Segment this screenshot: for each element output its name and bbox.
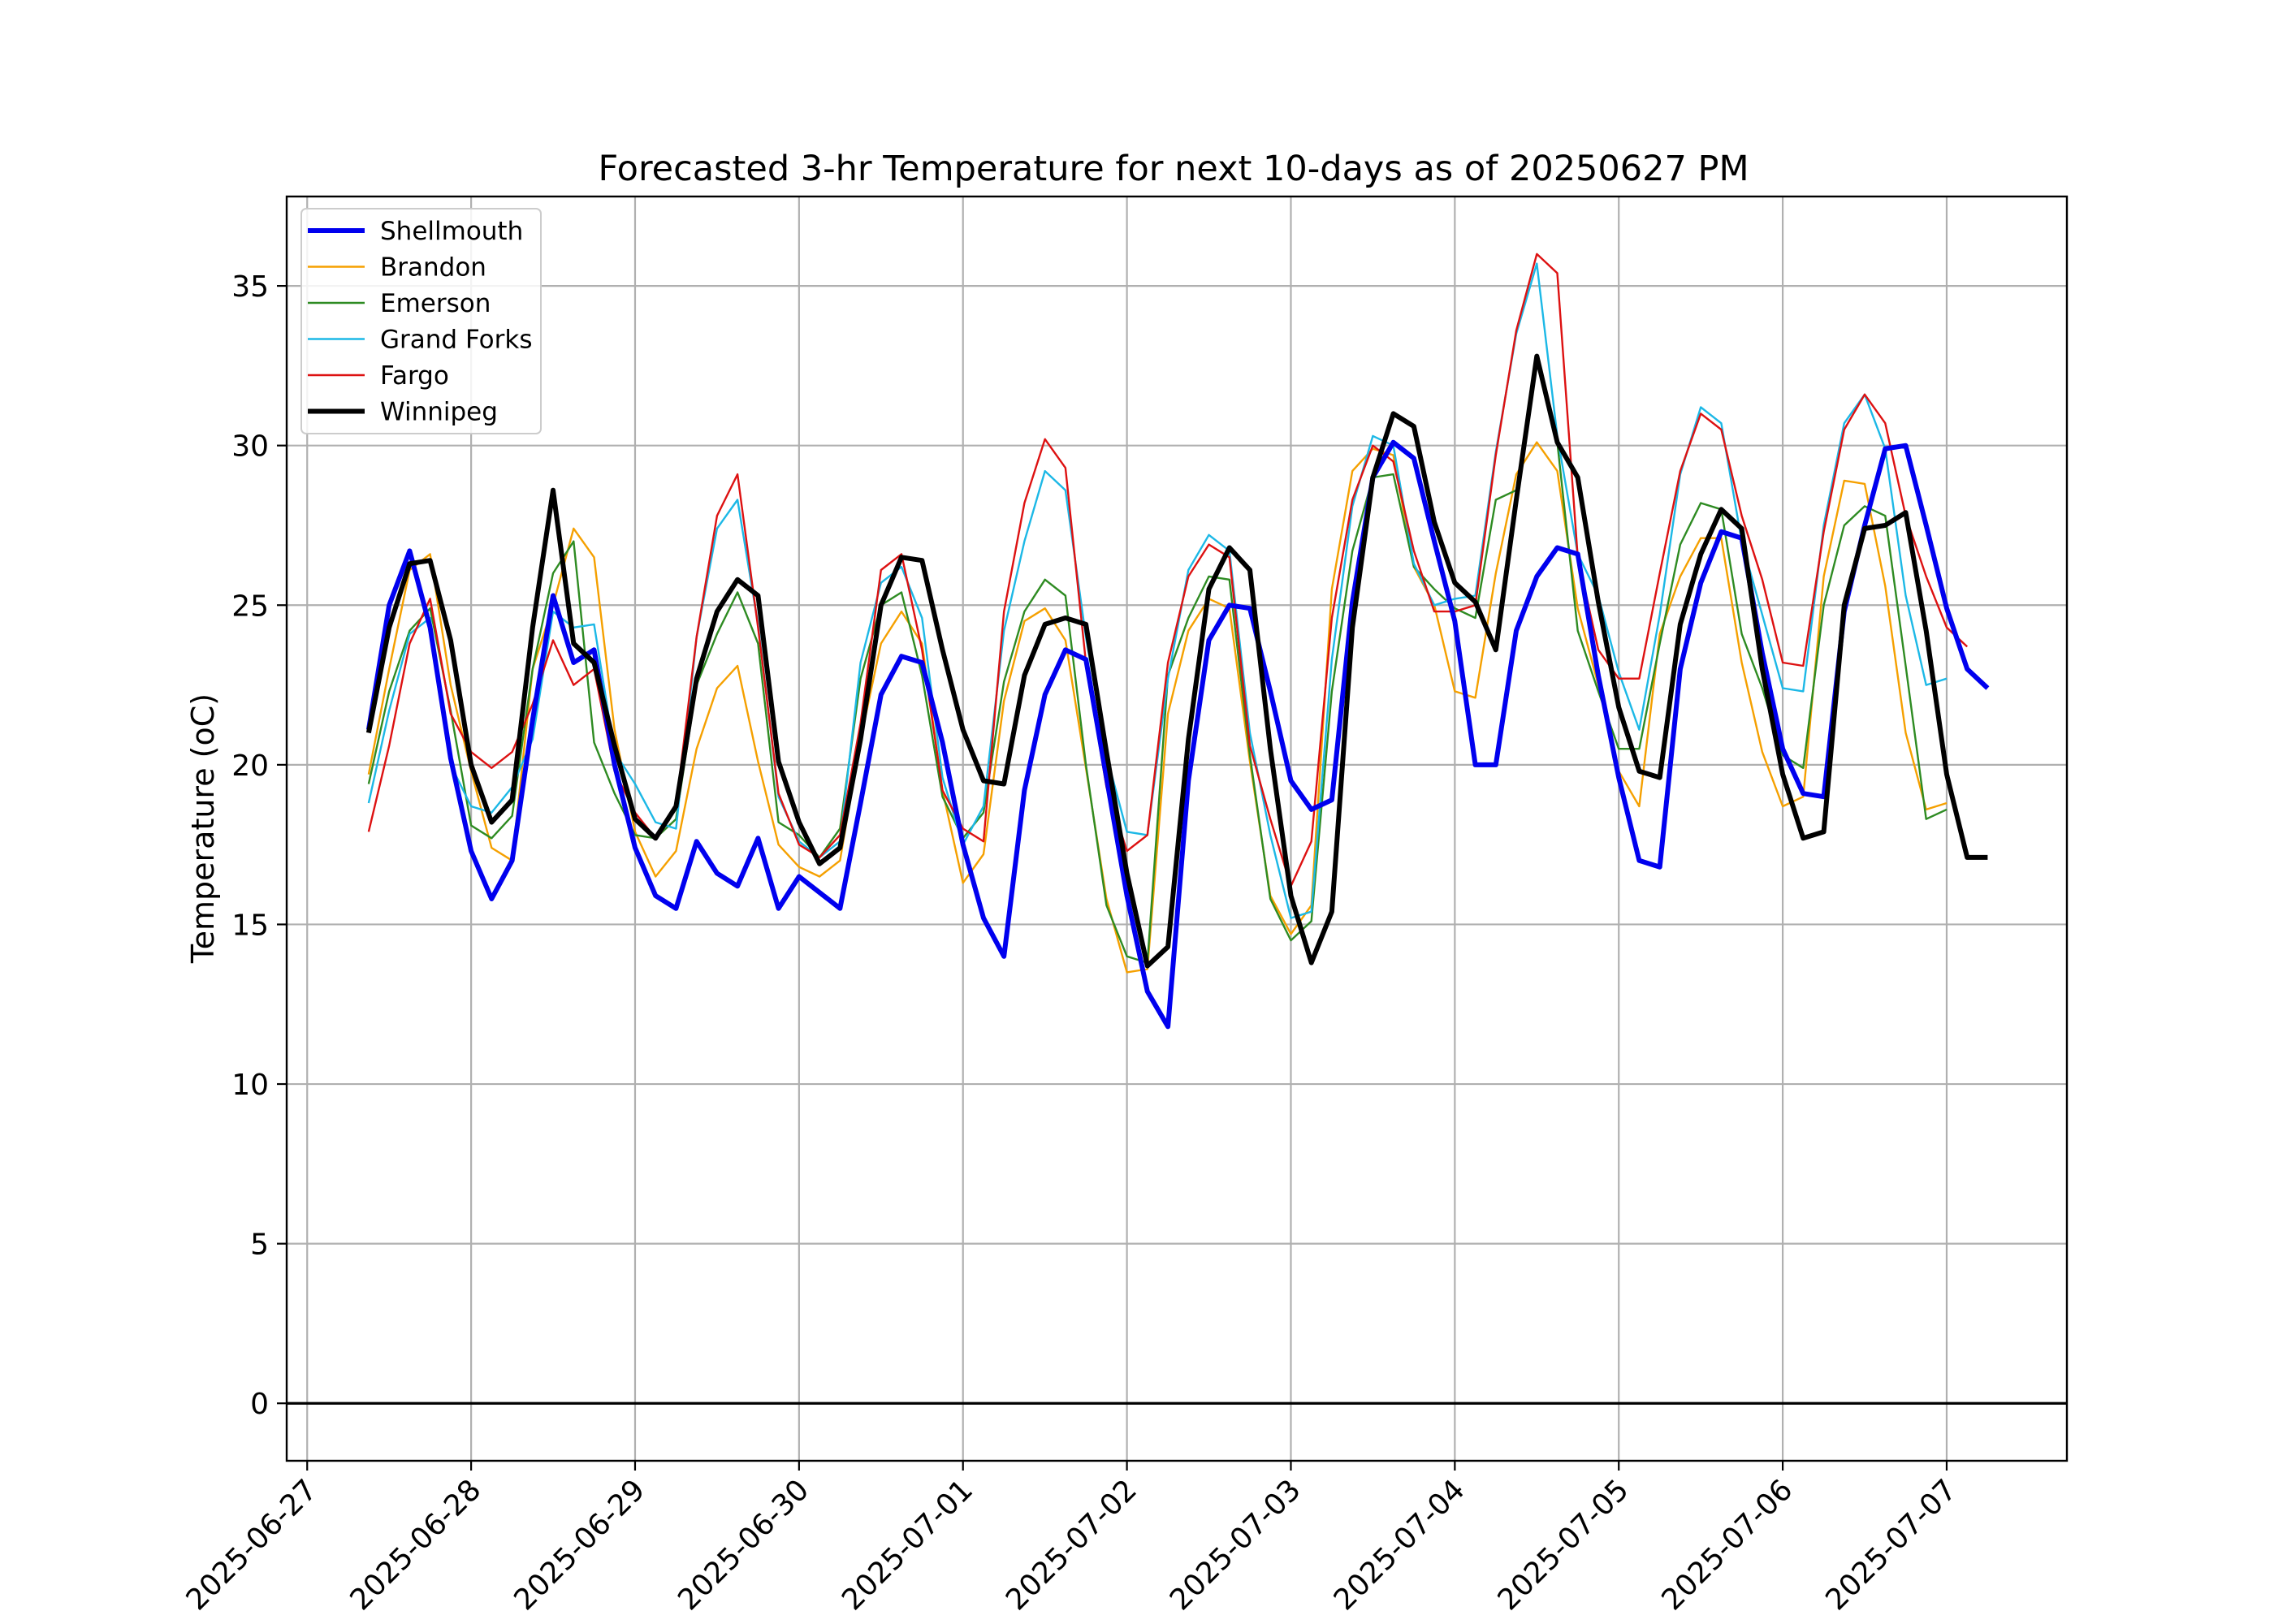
x-tick-label: 2025-07-06 (1656, 1473, 1800, 1617)
y-tick-label: 20 (231, 749, 269, 783)
legend-label: Fargo (380, 361, 449, 391)
series-line-emerson (367, 361, 1948, 964)
x-tick-label: 2025-06-29 (508, 1473, 651, 1617)
x-tick-label: 2025-06-30 (672, 1473, 815, 1617)
x-tick-label: 2025-06-28 (344, 1473, 488, 1617)
legend-label: Shellmouth (380, 217, 523, 246)
series-line-shellmouth (365, 439, 1990, 1030)
y-axis-label: Temperature (oC) (185, 693, 221, 964)
y-tick-label: 0 (250, 1388, 269, 1421)
legend-label: Emerson (380, 289, 491, 318)
y-tick-label: 35 (231, 270, 269, 304)
chart-title: Forecasted 3-hr Temperature for next 10-… (598, 149, 1749, 189)
y-tick-label: 15 (231, 909, 269, 942)
series-lines (365, 253, 1990, 1030)
x-tick-label: 2025-07-01 (836, 1473, 979, 1617)
x-tick-label: 2025-07-02 (1000, 1473, 1143, 1617)
y-tick-label: 5 (250, 1229, 269, 1262)
y-axis: 0 5 10 15 20 25 30 35 (231, 270, 287, 1421)
legend-box (300, 208, 542, 434)
x-tick-label: 2025-07-03 (1164, 1473, 1308, 1617)
legend-label: Brandon (380, 253, 486, 283)
plot-frame (285, 195, 2069, 1462)
x-tick-label: 2025-07-05 (1492, 1473, 1636, 1617)
legend-label: Grand Forks (380, 326, 532, 355)
legend-label: Winnipeg (380, 398, 498, 427)
legend: Shellmouth Brandon Emerson Grand Forks Fargo… (300, 208, 542, 434)
x-tick-label: 2025-07-04 (1328, 1473, 1472, 1617)
y-tick-label: 10 (231, 1069, 269, 1102)
series-line-winnipeg (365, 353, 1988, 969)
x-axis: 2025-06-27 2025-06-28 2025-06-29 2025-06-30… (180, 1461, 1963, 1617)
x-tick-label: 2025-06-27 (180, 1473, 324, 1617)
y-tick-label: 30 (231, 430, 269, 464)
y-tick-label: 25 (231, 590, 269, 623)
x-tick-label: 2025-07-07 (1819, 1473, 1963, 1617)
